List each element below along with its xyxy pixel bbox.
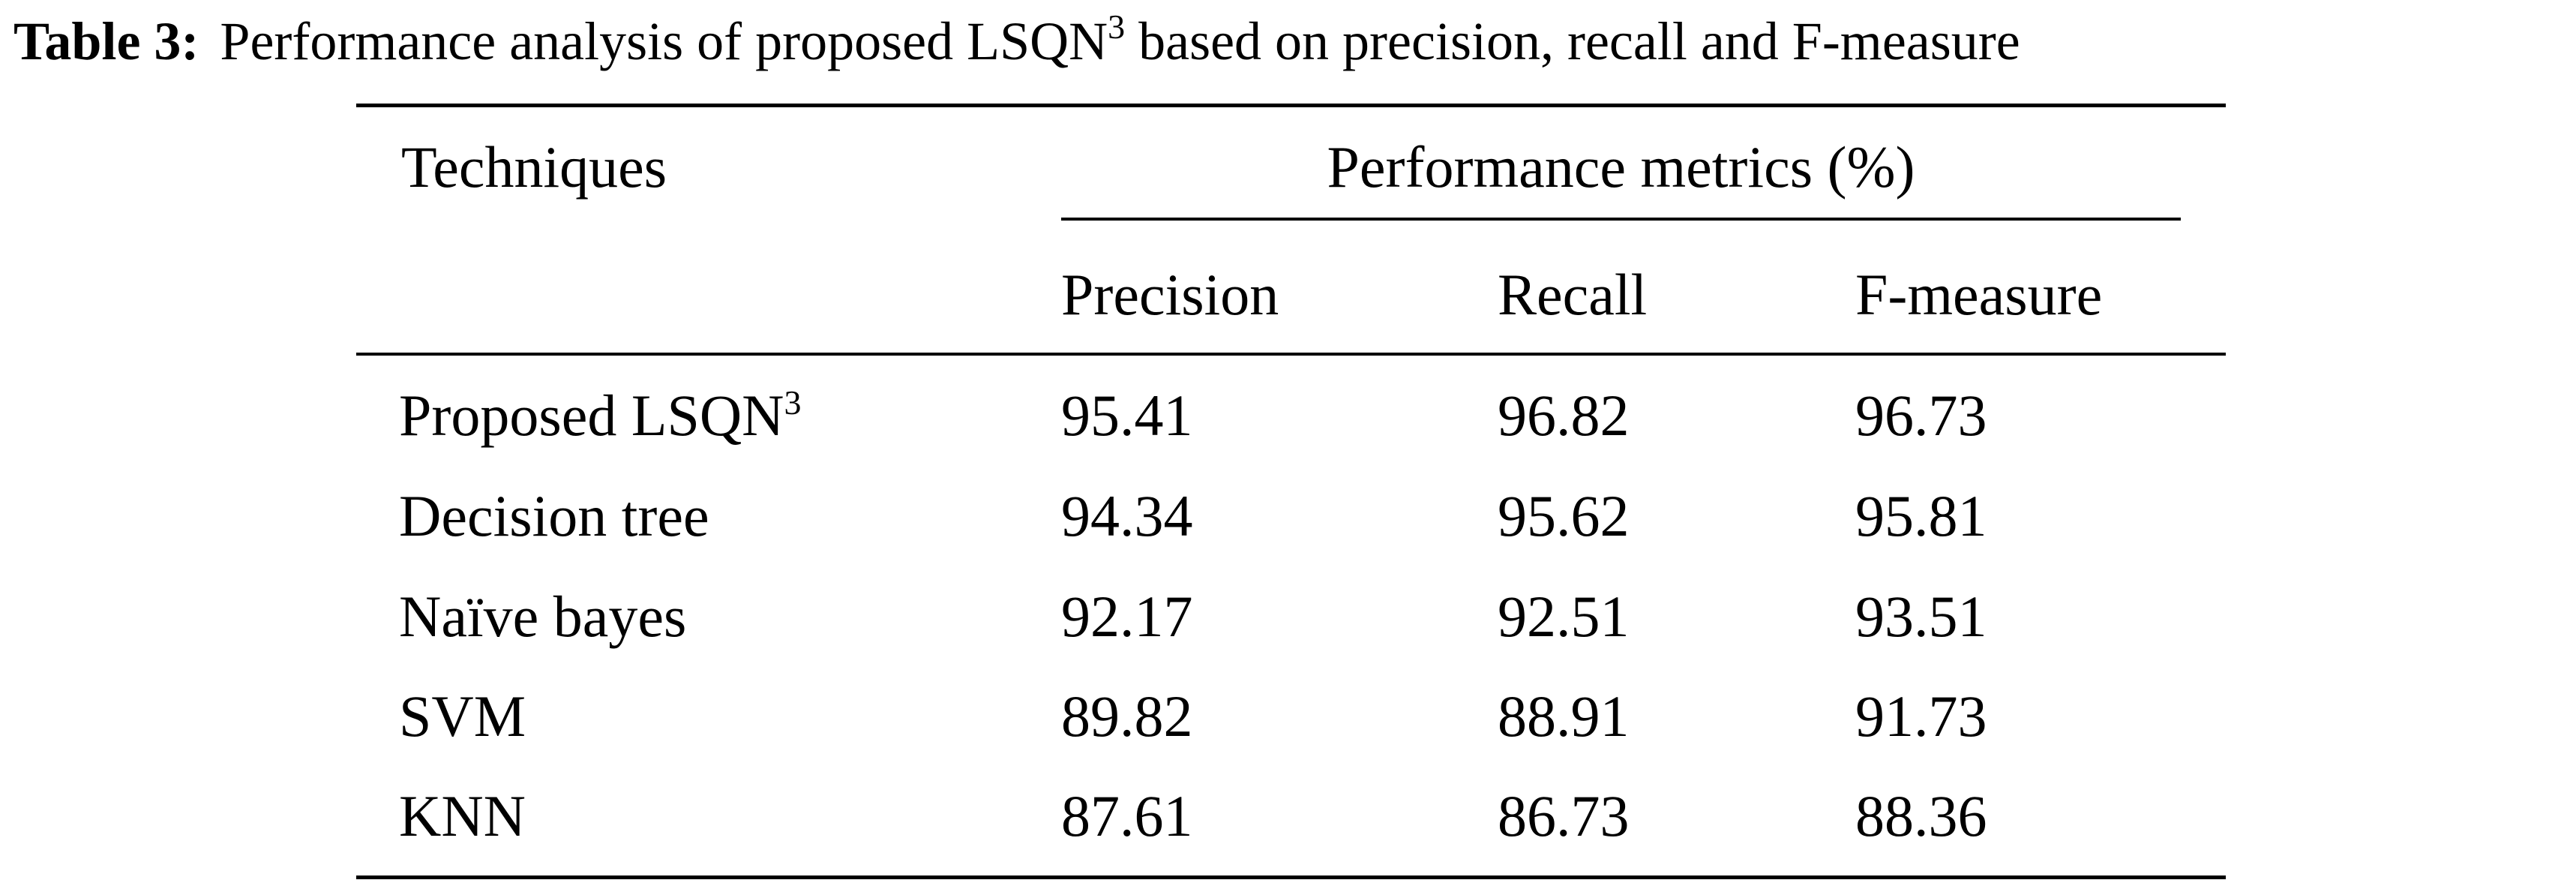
cell-recall: 95.62 <box>1498 483 1630 548</box>
caption-superscript: 3 <box>1108 8 1126 46</box>
cell-precision: 89.82 <box>1061 683 1193 749</box>
header-f-measure: F-measure <box>1855 262 2103 327</box>
cell-precision: 92.17 <box>1061 584 1193 649</box>
header-bottom-rule <box>356 353 2226 356</box>
table-top-rule <box>356 104 2226 107</box>
row-name-naive-bayes: Naïve bayes <box>399 584 687 649</box>
header-precision: Precision <box>1061 262 1279 327</box>
cell-f-measure: 93.51 <box>1855 584 1987 649</box>
row-name-decision-tree: Decision tree <box>399 483 709 548</box>
table-bottom-rule <box>356 875 2226 879</box>
cell-precision: 87.61 <box>1061 783 1193 848</box>
cell-recall: 96.82 <box>1498 383 1630 448</box>
row-name-knn: KNN <box>399 783 526 848</box>
cell-recall: 92.51 <box>1498 584 1630 649</box>
row-name-svm: SVM <box>399 683 526 749</box>
header-performance-metrics: Performance metrics (%) <box>1327 134 1915 200</box>
row-name-superscript: 3 <box>784 383 802 422</box>
cell-f-measure: 88.36 <box>1855 783 1987 848</box>
cell-precision: 95.41 <box>1061 383 1193 448</box>
group-header-rule <box>1061 218 2181 221</box>
header-recall: Recall <box>1498 262 1648 327</box>
header-techniques: Techniques <box>401 134 667 200</box>
cell-recall: 88.91 <box>1498 683 1630 749</box>
caption-text: Performance analysis of proposed LSQN <box>220 11 1108 71</box>
cell-f-measure: 95.81 <box>1855 483 1987 548</box>
caption-label: Table 3: <box>13 11 199 71</box>
cell-f-measure: 96.73 <box>1855 383 1987 448</box>
caption-text-end: based on precision, recall and F-measure <box>1125 11 2020 71</box>
cell-precision: 94.34 <box>1061 483 1193 548</box>
cell-f-measure: 91.73 <box>1855 683 1987 749</box>
row-name-text: Proposed LSQN <box>399 383 784 448</box>
table-caption: Table 3: Performance analysis of proposed… <box>13 0 2571 83</box>
cell-recall: 86.73 <box>1498 783 1630 848</box>
row-name-proposed-lsqn: Proposed LSQN3 <box>399 374 802 457</box>
